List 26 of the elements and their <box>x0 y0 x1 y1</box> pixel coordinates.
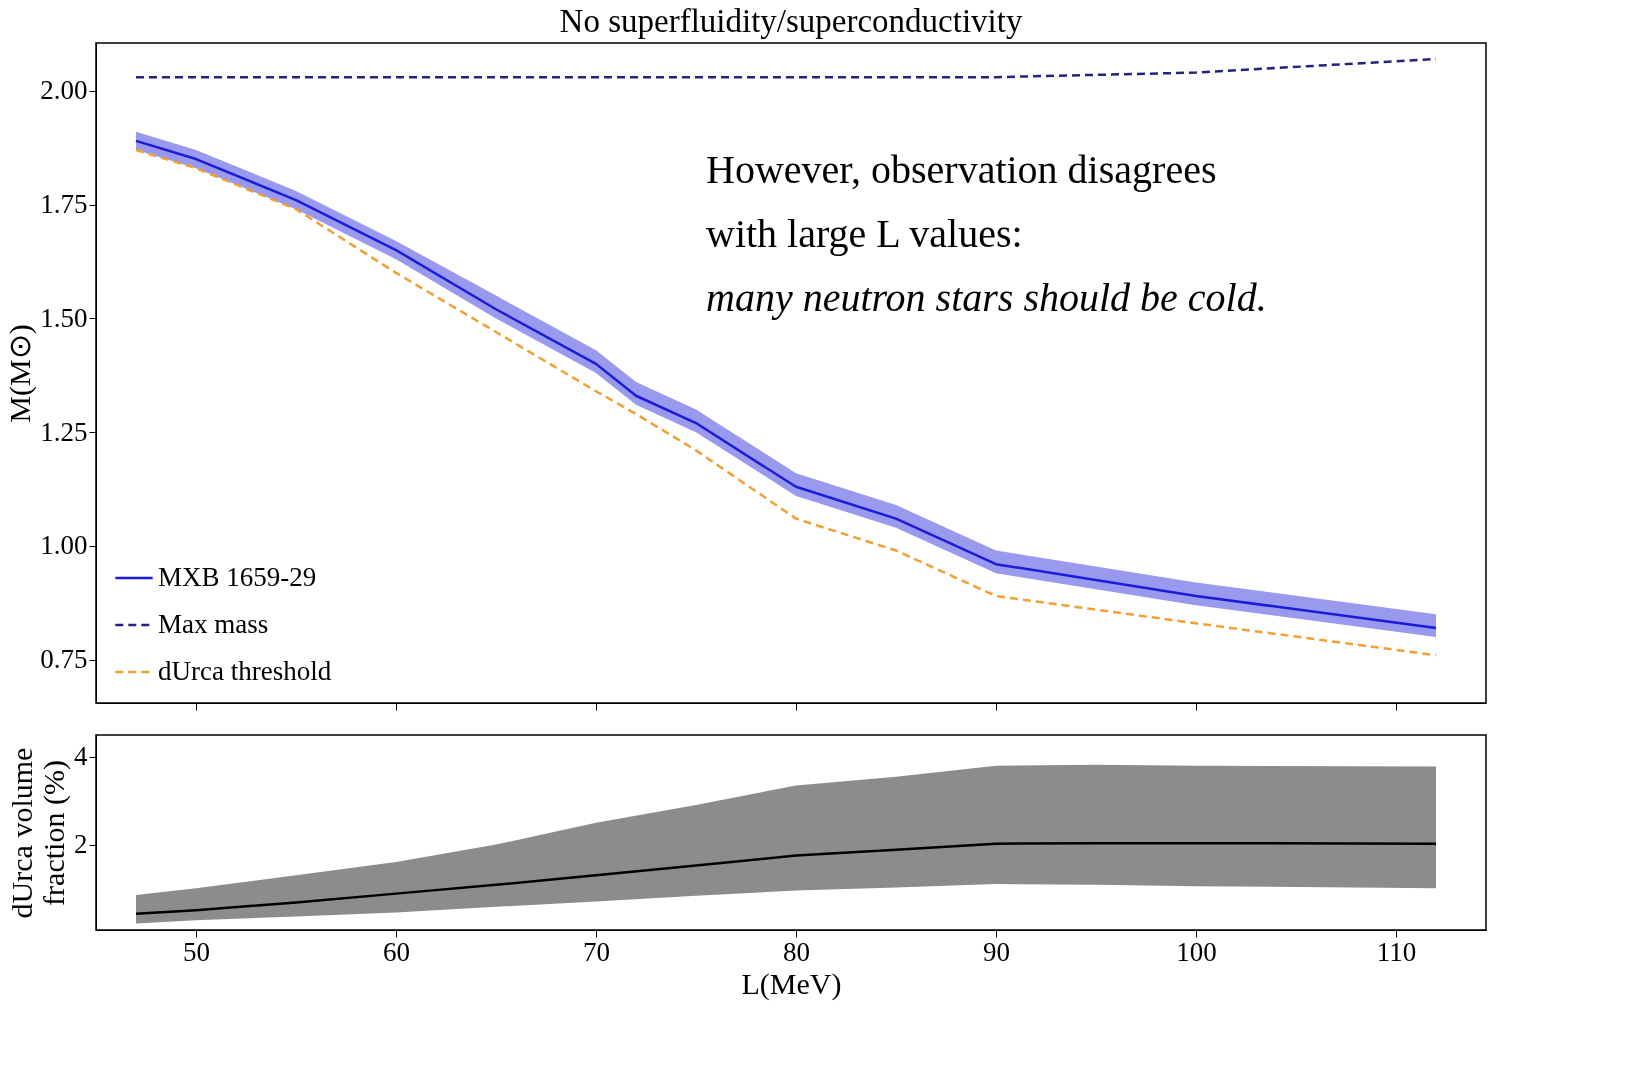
chart-title: No superfluidity/superconductivity <box>559 3 1023 39</box>
x-tick-label: 90 <box>983 936 1010 967</box>
annotation: However, observation disagrees <box>706 147 1217 192</box>
y-tick-label: 2 <box>74 829 88 860</box>
y-axis-title: dUrca volume fraction (%) <box>5 747 71 919</box>
legend-label: Max mass <box>158 609 269 639</box>
y-tick-label: 0.75 <box>40 644 88 675</box>
x-tick-label: 110 <box>1376 936 1417 967</box>
y-tick-label: 1.25 <box>40 416 88 447</box>
x-tick-label: 100 <box>1176 936 1217 967</box>
x-axis-title: L(MeV) <box>741 966 842 1001</box>
y-tick-label: 4 <box>74 741 88 772</box>
line-series <box>134 841 1438 916</box>
x-tick-label: 70 <box>583 936 610 967</box>
y-tick-label: 1.50 <box>40 302 88 333</box>
y-tick-label: 2.00 <box>40 75 88 106</box>
legend-label: MXB 1659-29 <box>158 562 317 592</box>
x-tick-label: 50 <box>183 936 210 967</box>
y-axis-title: M(M⊙) <box>3 324 38 423</box>
annotation: with large L values: <box>706 211 1023 256</box>
y-tick-label: 1.75 <box>40 189 88 220</box>
y-tick-label: 1.00 <box>40 530 88 561</box>
legend-label: dUrca threshold <box>158 656 332 686</box>
x-tick-label: 80 <box>783 936 810 967</box>
annotation: many neutron stars should be cold. <box>706 275 1267 320</box>
x-tick-label: 60 <box>383 936 410 967</box>
